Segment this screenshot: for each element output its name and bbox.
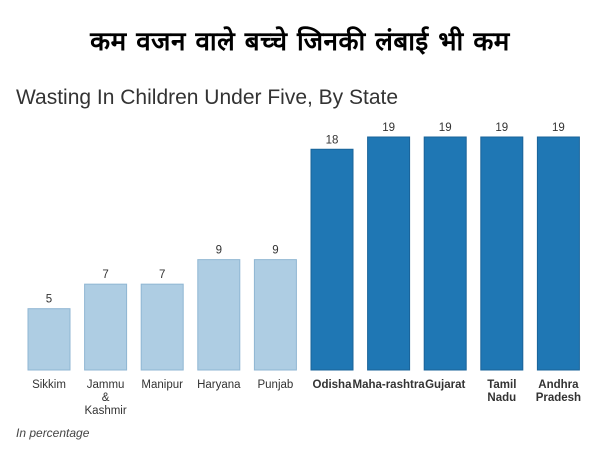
bar (197, 259, 241, 371)
category-label: Andhra (538, 379, 579, 391)
category-label: Gujarat (425, 379, 465, 391)
bar-value-label: 7 (159, 269, 165, 281)
category-label: Tamil (487, 379, 516, 391)
bar (253, 259, 297, 371)
category-label: Kashmir (85, 405, 127, 417)
bar (140, 283, 184, 371)
bar (367, 136, 411, 371)
bar-value-label: 19 (382, 122, 395, 134)
bar-value-label: 5 (46, 294, 52, 306)
bar (310, 148, 354, 371)
bar (27, 308, 71, 371)
category-label: Haryana (197, 379, 241, 391)
category-label: Sikkim (32, 379, 66, 391)
category-label: Maha-rashtra (352, 379, 425, 391)
banner-title: कम वजन वाले बच्चे जिनकी लंबाई भी कम (90, 27, 510, 57)
category-label: Jammu (87, 379, 125, 391)
unit-footnote: In percentage (16, 426, 90, 440)
bar (423, 136, 467, 371)
bar-value-label: 9 (216, 245, 222, 257)
bar-value-label: 18 (326, 134, 339, 146)
bar (84, 283, 128, 371)
category-label: Nadu (487, 392, 516, 404)
category-label: & (102, 392, 110, 404)
bar (536, 136, 580, 371)
category-label: Odisha (313, 379, 353, 391)
bar-value-label: 9 (272, 245, 278, 257)
chart-title: Wasting In Children Under Five, By State (16, 86, 399, 109)
category-label: Punjab (257, 379, 293, 391)
category-label: Pradesh (536, 392, 581, 404)
bar-value-label: 19 (495, 122, 508, 134)
bar-value-label: 19 (439, 122, 452, 134)
bar (480, 136, 524, 371)
bar-value-label: 19 (552, 122, 565, 134)
category-label: Manipur (141, 379, 183, 391)
bar-value-label: 7 (102, 269, 108, 281)
